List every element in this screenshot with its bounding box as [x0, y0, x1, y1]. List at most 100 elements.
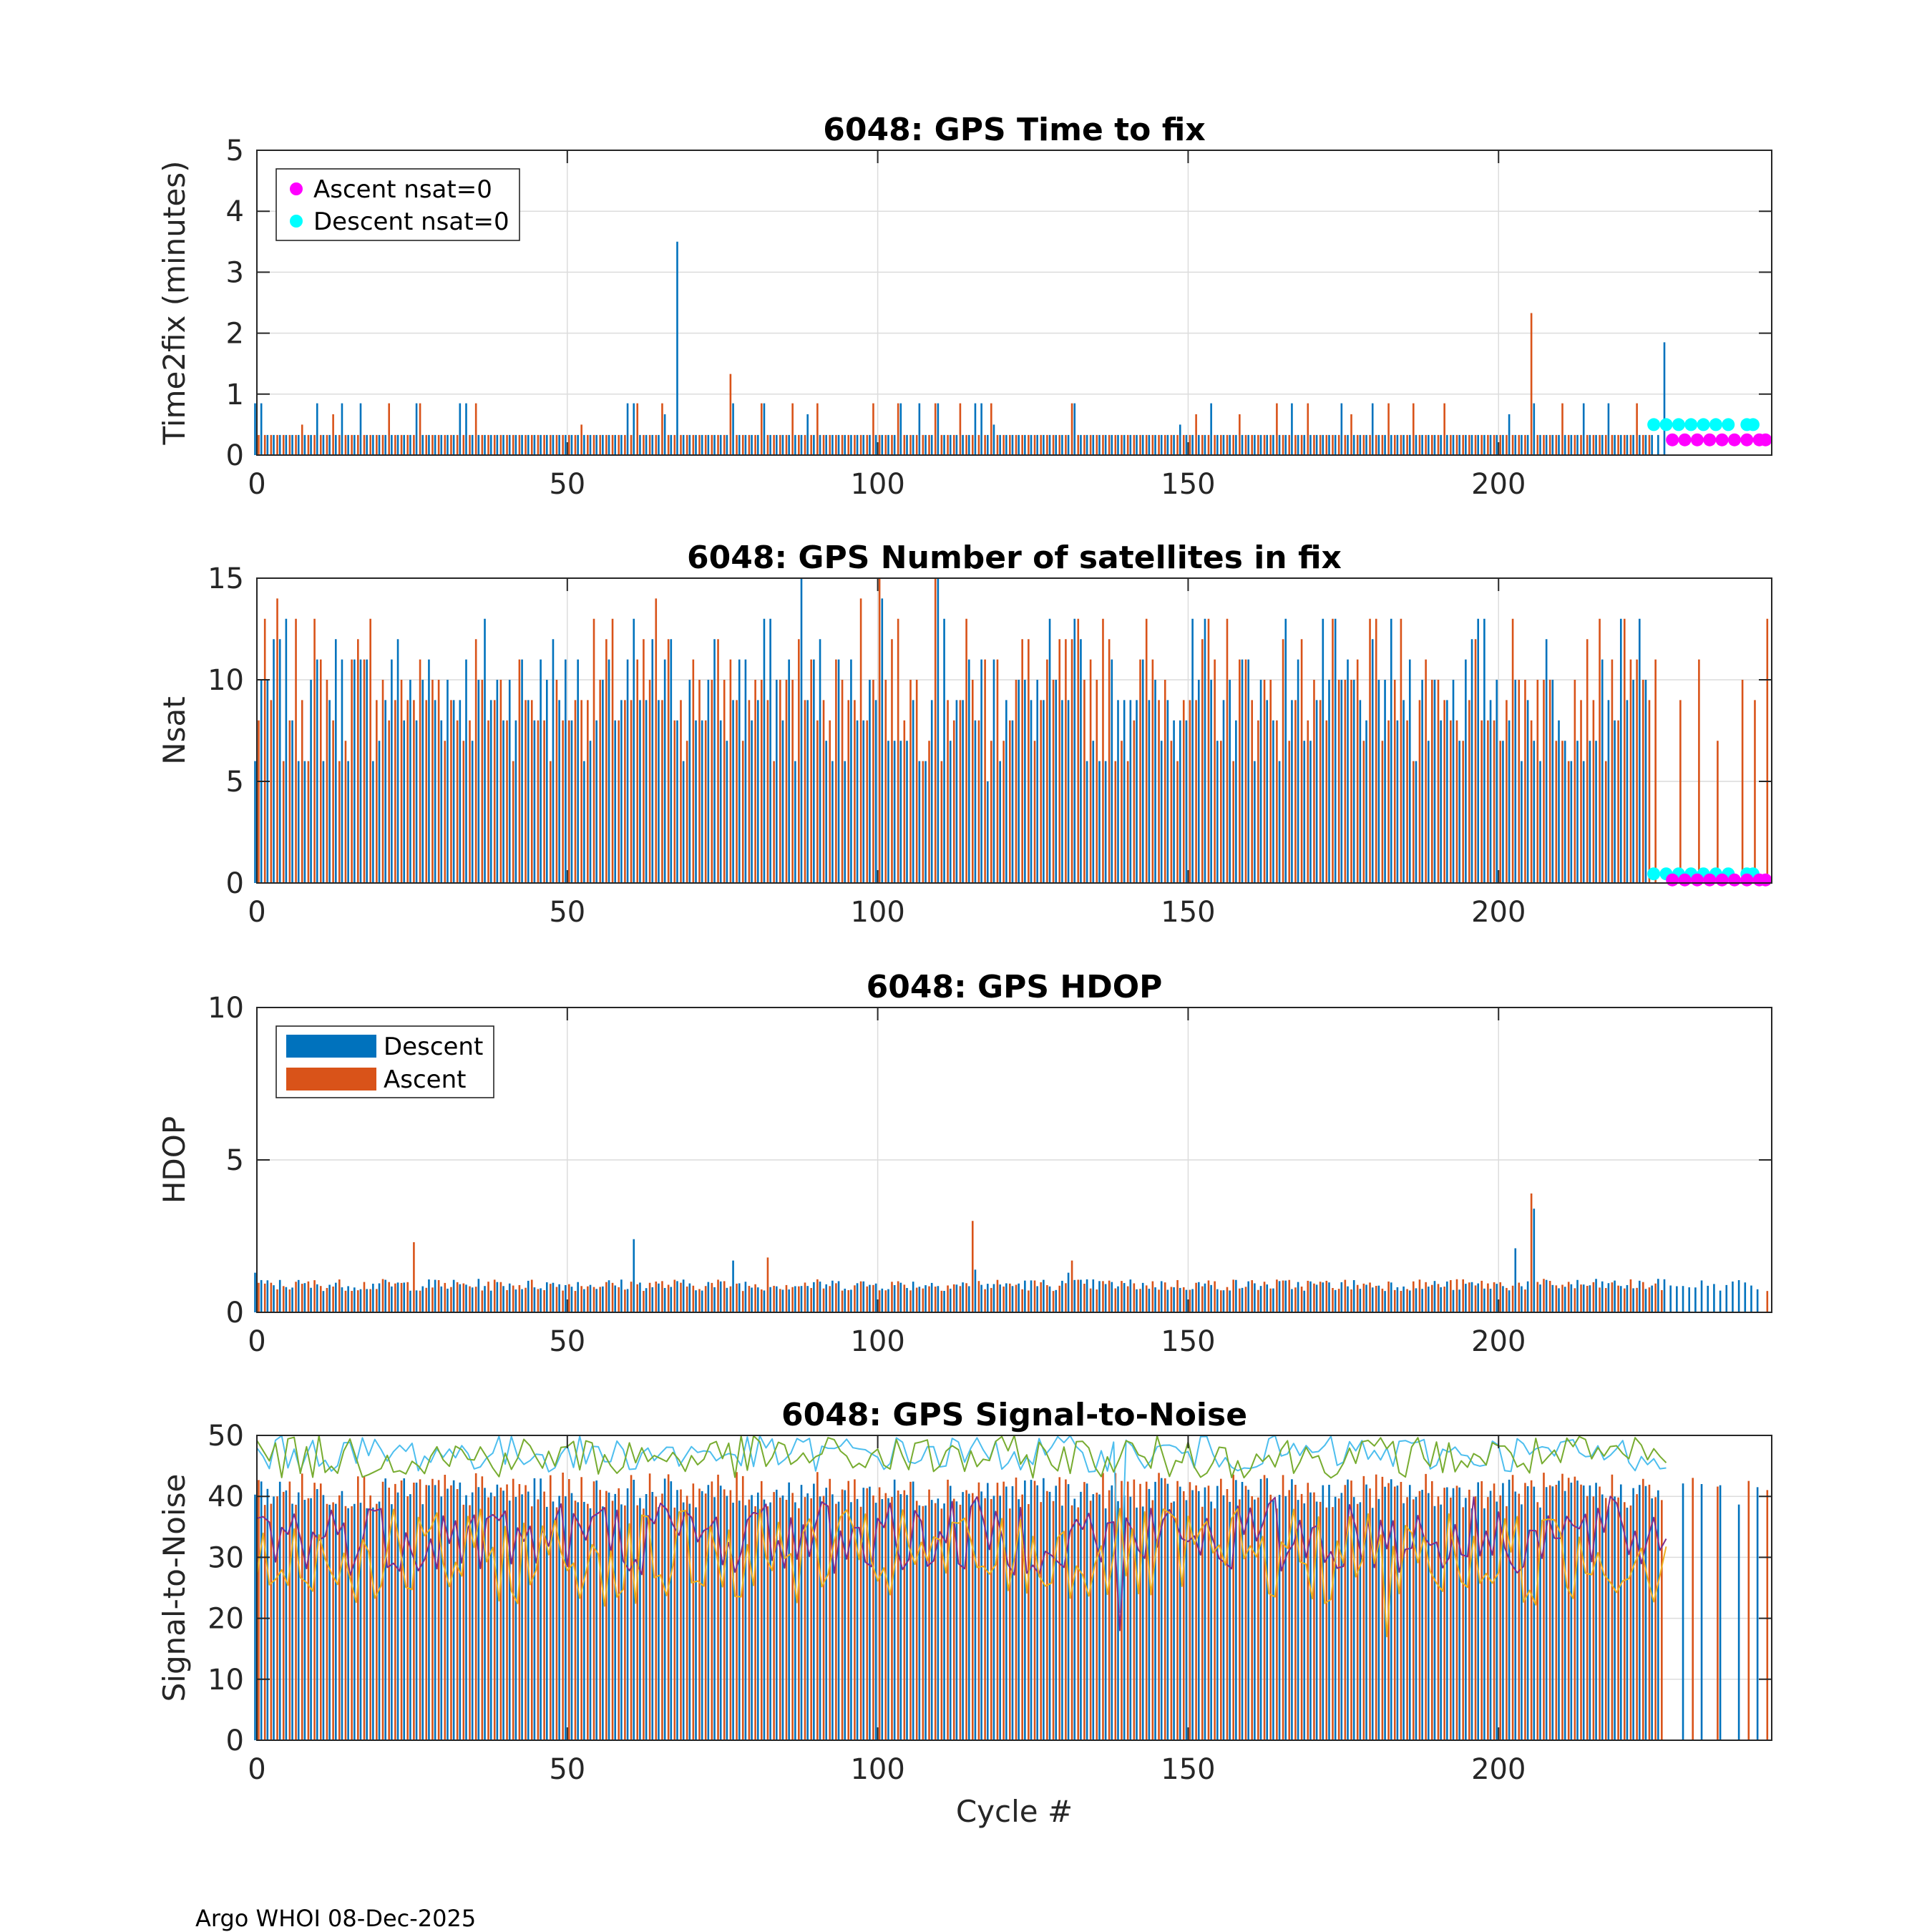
panel-snr: 0 50 100 150 200 0 10 20 30 40 50 6048: GPS Signal-… [157, 1397, 1772, 1829]
y-axis-label: Time2fix (minutes) [157, 161, 192, 446]
legend-label-ascent: Ascent nsat=0 [313, 175, 492, 204]
y-tick-label: 0 [226, 1724, 244, 1757]
marker-point [1678, 433, 1692, 447]
y-tick-label: 5 [226, 766, 244, 799]
y-axis-label: HDOP [157, 1116, 192, 1204]
y-tick-label: 0 [226, 867, 244, 900]
legend-label-descent: Descent nsat=0 [313, 208, 509, 236]
panel-nsat: 0 50 100 150 200 0 5 10 15 6048: GPS Number of sa… [157, 540, 1772, 929]
legend-swatch-descent [286, 1035, 376, 1058]
marker-point [1697, 418, 1710, 431]
marker-point [1703, 433, 1717, 447]
y-tick-label: 15 [208, 562, 244, 595]
marker-point [1647, 867, 1661, 881]
x-tick-label: 200 [1471, 1753, 1526, 1786]
marker-point [1666, 873, 1679, 887]
marker-point [1709, 418, 1722, 431]
y-tick-label: 2 [226, 318, 244, 351]
x-tick-label: 0 [248, 468, 265, 501]
y-tick-label: 10 [208, 664, 244, 697]
chart-title: 6048: GPS HDOP [867, 969, 1163, 1005]
marker-point [1647, 418, 1661, 431]
y-tick-label: 4 [226, 195, 244, 228]
x-tick-label: 200 [1471, 468, 1526, 501]
x-tick-label: 100 [850, 1753, 904, 1786]
panel-time2fix: 0 50 100 150 200 0 1 2 3 4 5 6048: GPS Time to fix T… [157, 112, 1772, 501]
axes-frame [256, 150, 1772, 456]
panel-hdop: 0 50 100 150 200 0 5 10 6048: GPS HDOP HDOP Descen… [157, 969, 1772, 1358]
plot-data [254, 1435, 1769, 1740]
marker-point [1690, 433, 1704, 447]
y-tick-label: 3 [226, 256, 244, 289]
legend: Descent Ascent [275, 1025, 494, 1098]
legend-box [275, 168, 520, 241]
y-tick-label: 10 [208, 992, 244, 1025]
y-tick-label: 30 [208, 1541, 244, 1574]
legend-label-descent: Descent [384, 1033, 483, 1061]
marker-point [1740, 433, 1754, 447]
x-tick-label: 150 [1161, 468, 1215, 501]
y-axis-label: Signal-to-Noise [157, 1474, 192, 1702]
legend-marker-descent [290, 215, 303, 228]
legend-label-ascent: Ascent [384, 1065, 466, 1094]
x-tick-label: 0 [248, 1753, 265, 1786]
x-tick-label: 100 [850, 1325, 904, 1358]
snr-line-purple [256, 1496, 1667, 1631]
marker-point [1740, 873, 1754, 887]
y-tick-label: 40 [208, 1480, 244, 1513]
footer-label: Argo WHOI 08-Dec-2025 [195, 1905, 476, 1932]
marker-point [1672, 418, 1685, 431]
marker-point [1759, 433, 1772, 447]
x-tick-label: 50 [549, 1753, 585, 1786]
y-tick-label: 20 [208, 1603, 244, 1636]
axes-frame [256, 1435, 1772, 1741]
x-tick-label: 50 [549, 468, 585, 501]
x-tick-label: 0 [248, 1325, 265, 1358]
marker-point [1727, 433, 1741, 447]
x-tick-label: 50 [549, 1325, 585, 1358]
x-tick-label: 150 [1161, 1753, 1215, 1786]
x-tick-label: 200 [1471, 1325, 1526, 1358]
marker-point [1715, 873, 1729, 887]
marker-point [1678, 873, 1692, 887]
marker-point [1746, 418, 1760, 431]
y-tick-label: 0 [226, 1297, 244, 1330]
y-tick-label: 0 [226, 439, 244, 472]
snr-line-green [256, 1435, 1667, 1479]
y-tick-label: 5 [226, 1144, 244, 1177]
marker-point [1727, 873, 1741, 887]
y-tick-label: 50 [208, 1420, 244, 1453]
marker-point [1715, 433, 1729, 447]
x-tick-label: 0 [248, 896, 265, 929]
x-tick-label: 50 [549, 896, 585, 929]
y-tick-label: 10 [208, 1664, 244, 1697]
chart-title: 6048: GPS Time to fix [823, 112, 1205, 148]
y-tick-label: 1 [226, 379, 244, 411]
snr-line-cyan [256, 1435, 1667, 1614]
plot-data [254, 241, 1772, 455]
x-tick-label: 200 [1471, 896, 1526, 929]
chart-title: 6048: GPS Number of satellites in fix [687, 540, 1342, 576]
legend: Ascent nsat=0 Descent nsat=0 [275, 168, 520, 241]
marker-point [1659, 418, 1673, 431]
marker-point [1690, 873, 1704, 887]
x-tick-label: 100 [850, 468, 904, 501]
marker-point [1703, 873, 1717, 887]
marker-point [1684, 418, 1698, 431]
x-tick-label: 150 [1161, 896, 1215, 929]
marker-point [1722, 418, 1735, 431]
chart-title: 6048: GPS Signal-to-Noise [781, 1397, 1247, 1433]
legend-marker-ascent [290, 182, 303, 195]
x-axis-label: Cycle # [956, 1794, 1073, 1829]
x-tick-label: 100 [850, 896, 904, 929]
plot-data [254, 1193, 1769, 1312]
plot-data [254, 578, 1772, 887]
marker-point [1759, 873, 1772, 887]
y-tick-label: 5 [226, 135, 244, 167]
legend-swatch-ascent [286, 1068, 376, 1091]
axes-frame [256, 577, 1772, 884]
y-axis-label: Nsat [157, 696, 192, 765]
x-tick-label: 150 [1161, 1325, 1215, 1358]
snr-line-yellow [256, 1508, 1667, 1638]
